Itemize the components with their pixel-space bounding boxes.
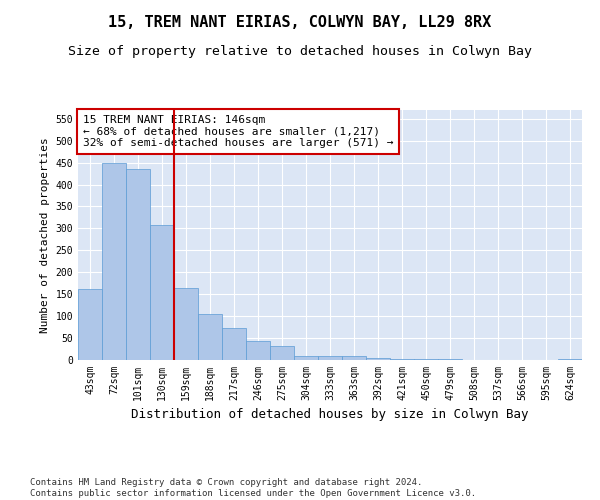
Bar <box>294 356 318 360</box>
Bar <box>558 358 582 360</box>
Y-axis label: Number of detached properties: Number of detached properties <box>40 137 50 333</box>
Bar <box>198 314 222 360</box>
Bar <box>390 359 414 360</box>
Bar <box>174 288 198 360</box>
Bar <box>102 162 126 360</box>
X-axis label: Distribution of detached houses by size in Colwyn Bay: Distribution of detached houses by size … <box>131 408 529 422</box>
Bar <box>318 356 342 360</box>
Bar <box>150 226 174 360</box>
Bar <box>414 359 438 360</box>
Bar <box>126 169 150 360</box>
Text: Contains HM Land Registry data © Crown copyright and database right 2024.
Contai: Contains HM Land Registry data © Crown c… <box>30 478 476 498</box>
Text: Size of property relative to detached houses in Colwyn Bay: Size of property relative to detached ho… <box>68 45 532 58</box>
Text: 15 TREM NANT EIRIAS: 146sqm
← 68% of detached houses are smaller (1,217)
32% of : 15 TREM NANT EIRIAS: 146sqm ← 68% of det… <box>83 115 394 148</box>
Bar <box>366 358 390 360</box>
Bar <box>438 359 462 360</box>
Bar <box>342 356 366 360</box>
Bar <box>246 340 270 360</box>
Bar <box>222 328 246 360</box>
Bar <box>270 346 294 360</box>
Text: 15, TREM NANT EIRIAS, COLWYN BAY, LL29 8RX: 15, TREM NANT EIRIAS, COLWYN BAY, LL29 8… <box>109 15 491 30</box>
Bar <box>78 288 102 360</box>
